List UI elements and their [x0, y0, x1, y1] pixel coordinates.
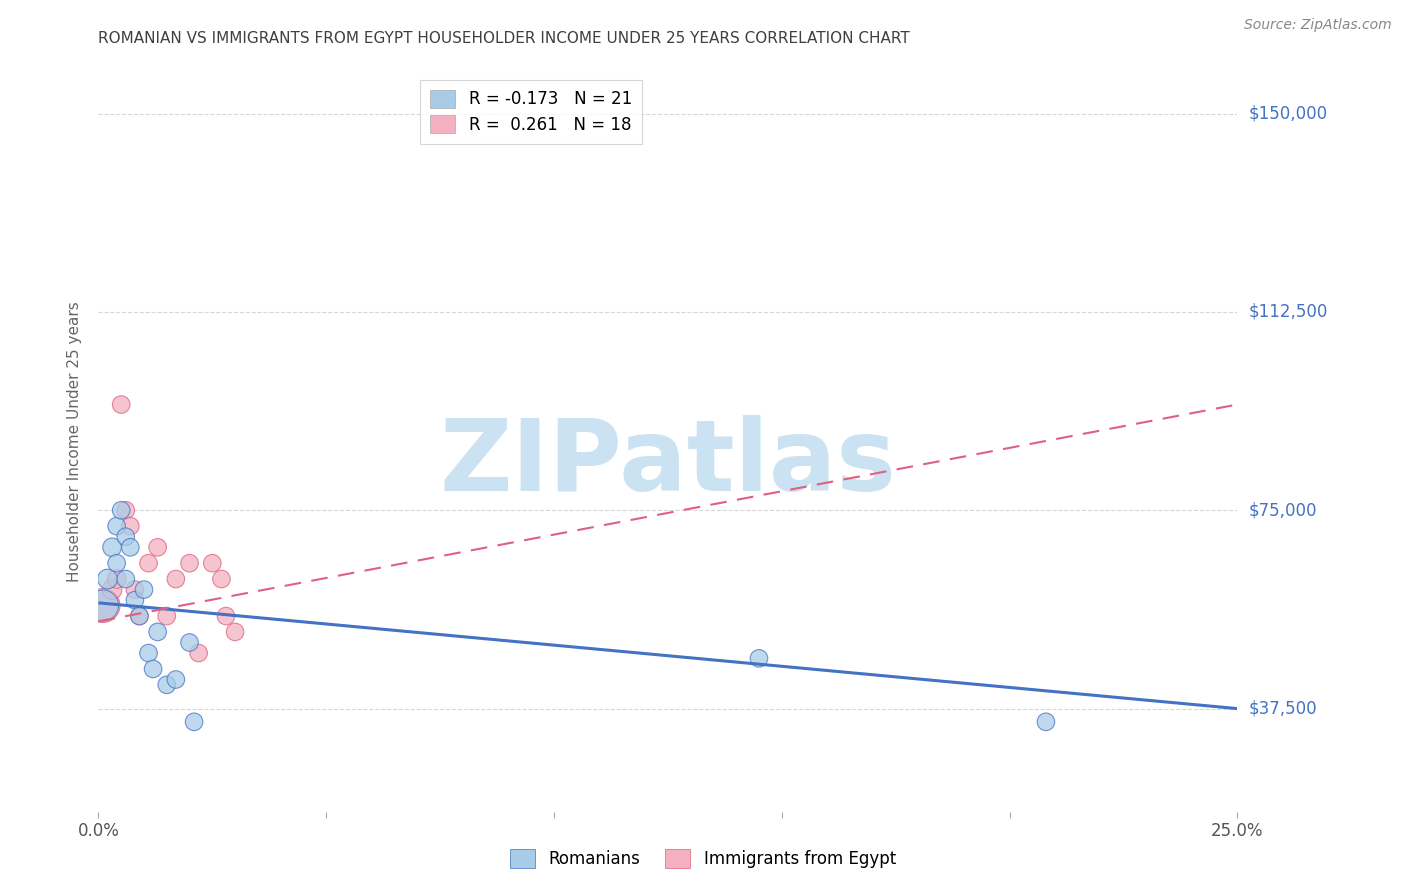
- Point: [156, 609, 179, 624]
- Text: $150,000: $150,000: [1249, 104, 1327, 123]
- Point: [138, 556, 160, 570]
- Point: [110, 503, 132, 517]
- Point: [165, 673, 187, 687]
- Point: [146, 541, 169, 555]
- Text: $37,500: $37,500: [1249, 699, 1317, 717]
- Point: [96, 572, 118, 586]
- Point: [165, 572, 187, 586]
- Point: [120, 541, 142, 555]
- Point: [179, 556, 201, 570]
- Y-axis label: Householder Income Under 25 years: Householder Income Under 25 years: [67, 301, 83, 582]
- Point: [124, 582, 146, 597]
- Point: [183, 714, 205, 729]
- Point: [224, 624, 246, 639]
- Text: ROMANIAN VS IMMIGRANTS FROM EGYPT HOUSEHOLDER INCOME UNDER 25 YEARS CORRELATION : ROMANIAN VS IMMIGRANTS FROM EGYPT HOUSEH…: [98, 31, 910, 46]
- Point: [114, 530, 136, 544]
- Point: [138, 646, 160, 660]
- Point: [114, 503, 136, 517]
- Point: [748, 651, 770, 665]
- Point: [105, 572, 128, 586]
- Text: $112,500: $112,500: [1249, 303, 1327, 321]
- Point: [114, 572, 136, 586]
- Point: [120, 519, 142, 533]
- Point: [105, 556, 128, 570]
- Text: ZIPatlas: ZIPatlas: [440, 416, 896, 512]
- Point: [128, 609, 150, 624]
- Point: [91, 599, 114, 613]
- Legend: R = -0.173   N = 21, R =  0.261   N = 18: R = -0.173 N = 21, R = 0.261 N = 18: [420, 79, 643, 144]
- Point: [215, 609, 238, 624]
- Point: [110, 398, 132, 412]
- Point: [132, 582, 155, 597]
- Point: [156, 678, 179, 692]
- Point: [91, 599, 114, 613]
- Point: [201, 556, 224, 570]
- Point: [101, 541, 124, 555]
- Point: [142, 662, 165, 676]
- Point: [124, 593, 146, 607]
- Point: [128, 609, 150, 624]
- Point: [179, 635, 201, 649]
- Point: [146, 624, 169, 639]
- Point: [101, 582, 124, 597]
- Legend: Romanians, Immigrants from Egypt: Romanians, Immigrants from Egypt: [503, 843, 903, 875]
- Point: [187, 646, 209, 660]
- Text: Source: ZipAtlas.com: Source: ZipAtlas.com: [1244, 18, 1392, 32]
- Text: $75,000: $75,000: [1249, 501, 1317, 519]
- Point: [1035, 714, 1057, 729]
- Point: [105, 519, 128, 533]
- Point: [209, 572, 232, 586]
